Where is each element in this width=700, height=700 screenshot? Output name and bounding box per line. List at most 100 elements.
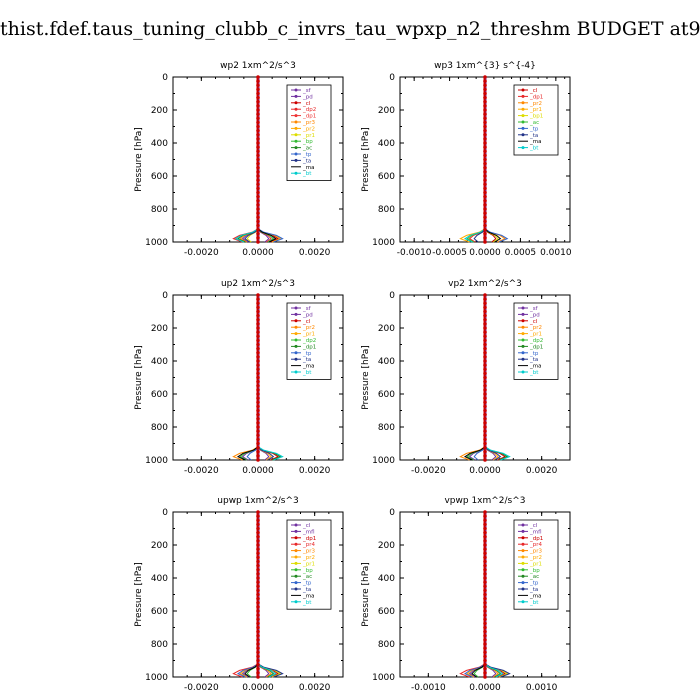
x-tick-label: -0.0005 xyxy=(432,248,467,258)
legend-marker xyxy=(521,523,525,527)
profile-marker xyxy=(256,449,260,454)
profile-marker xyxy=(256,301,260,306)
legend-entry: _dp2 xyxy=(529,338,543,344)
x-tick-label: 0.0000 xyxy=(242,248,274,258)
y-tick-label: 1000 xyxy=(145,238,168,248)
profile-marker xyxy=(256,530,260,535)
profile-marker xyxy=(483,301,487,306)
profile-marker xyxy=(483,326,487,330)
legend-entry: _pr4 xyxy=(302,542,316,548)
profile-marker xyxy=(256,128,260,133)
legend-entry: _pd xyxy=(302,312,313,318)
y-tick-label: 400 xyxy=(378,357,395,367)
series-line xyxy=(484,512,504,678)
profile-marker xyxy=(483,654,487,659)
profile-marker xyxy=(483,576,487,580)
profile-marker xyxy=(256,396,260,400)
series-line xyxy=(257,77,272,243)
legend-entry: _dp1 xyxy=(302,536,316,542)
legend-marker xyxy=(521,581,525,585)
profile-marker xyxy=(483,108,487,112)
series-line xyxy=(232,512,259,678)
chart-panel-5: upwp 1xm^2/s^3 Pressure [hPa] 0 200 400 600 80… xyxy=(134,496,344,693)
profile-marker xyxy=(483,128,487,133)
profile-marker xyxy=(483,322,487,326)
chart-panel-6: vpwp 1xm^2/s^3 Pressure [hPa] 0 200 400 600 80… xyxy=(361,496,571,693)
profile-marker xyxy=(256,342,260,347)
profile-marker xyxy=(483,416,487,421)
series-line xyxy=(484,512,499,678)
series-line xyxy=(257,295,272,461)
legend-entry: _sf xyxy=(302,306,312,312)
series-line xyxy=(459,512,486,678)
x-tick-label: -0.0020 xyxy=(184,248,219,258)
profile-marker xyxy=(483,367,487,372)
profile-marker xyxy=(256,421,260,425)
profile-marker xyxy=(256,75,260,79)
profile-marker xyxy=(483,534,487,539)
series-line xyxy=(232,77,259,243)
profile-marker xyxy=(483,388,487,392)
x-tick-label: -0.0020 xyxy=(184,683,219,693)
profile-marker xyxy=(483,211,487,215)
profile-marker xyxy=(256,671,260,675)
x-tick-label: 0.0020 xyxy=(299,683,331,693)
profile-marker xyxy=(256,404,260,409)
profile-marker xyxy=(483,666,487,671)
series-line xyxy=(484,512,502,678)
profile-marker xyxy=(483,141,487,145)
profile-marker xyxy=(256,572,260,576)
series-line xyxy=(241,512,259,678)
profile-marker xyxy=(256,617,260,622)
profile-marker xyxy=(256,605,260,609)
profile-marker xyxy=(256,400,260,405)
x-tick-label: 0.0020 xyxy=(299,248,331,258)
profile-marker xyxy=(483,219,487,224)
profile-marker xyxy=(256,510,260,514)
profile-marker xyxy=(256,514,260,518)
series-line xyxy=(459,295,486,461)
profile-marker xyxy=(256,551,260,556)
profile-marker xyxy=(483,359,487,363)
legend-entry: _pr4 xyxy=(529,542,543,548)
legend-marker xyxy=(521,338,525,342)
legend-entry: _ac xyxy=(302,146,312,152)
profile-marker xyxy=(483,313,487,318)
y-tick-label: 200 xyxy=(151,324,168,334)
series-line xyxy=(232,295,259,461)
legend-entry: _pd xyxy=(302,94,313,100)
profile-marker xyxy=(256,383,260,388)
legend-marker xyxy=(294,549,298,553)
profile-marker xyxy=(256,433,260,438)
y-axis-label: Pressure [hPa] xyxy=(134,345,144,410)
y-tick-label: 0 xyxy=(162,508,168,518)
profile-marker xyxy=(256,141,260,145)
x-tick-label: 0.0000 xyxy=(469,248,501,258)
profile-marker xyxy=(483,421,487,425)
legend-entry: _bt xyxy=(529,146,539,152)
y-tick-label: 0 xyxy=(162,291,168,301)
profile-marker xyxy=(256,116,260,121)
chart-title: wp3 1xm^{3} s^{-4} xyxy=(434,61,536,71)
profile-marker xyxy=(256,543,260,547)
series-line xyxy=(484,512,511,678)
profile-marker xyxy=(483,355,487,359)
legend-marker xyxy=(521,101,525,105)
series-line xyxy=(468,77,486,243)
y-tick-label: 400 xyxy=(151,357,168,367)
profile-marker xyxy=(256,157,260,162)
series-line xyxy=(484,77,509,243)
legend-marker xyxy=(294,338,298,342)
legend-marker xyxy=(521,114,525,118)
y-tick-label: 600 xyxy=(378,607,395,617)
profile-marker xyxy=(256,104,260,108)
legend-entry: _ma xyxy=(529,364,541,370)
profile-marker xyxy=(483,330,487,334)
legend-entry: _tp xyxy=(529,126,539,132)
profile-marker xyxy=(483,338,487,343)
profile-marker xyxy=(256,662,260,667)
profile-marker xyxy=(483,95,487,100)
profile-marker xyxy=(483,642,487,646)
legend-marker xyxy=(521,319,525,323)
y-tick-label: 600 xyxy=(151,172,168,182)
